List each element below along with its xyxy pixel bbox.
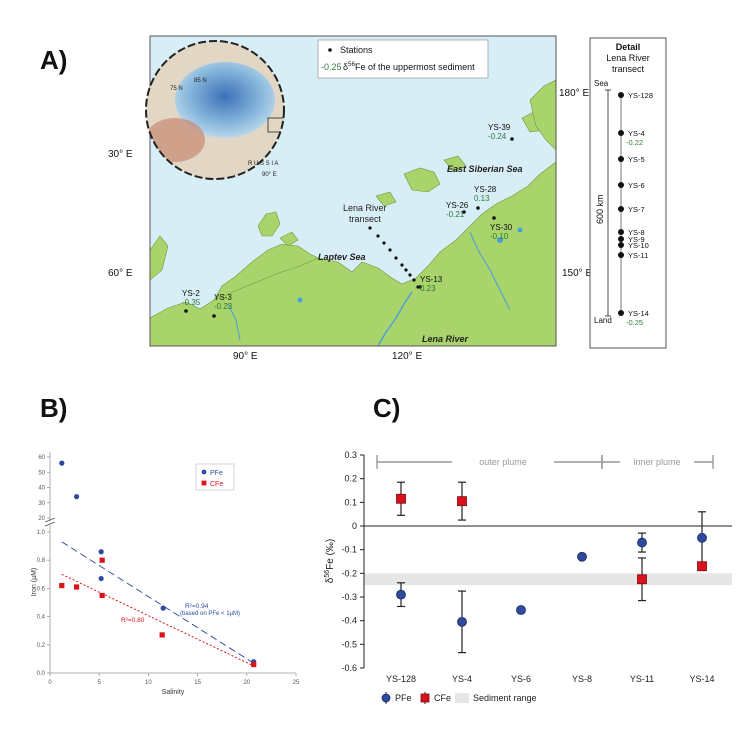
panel-a-label: A): [40, 45, 68, 75]
map-station-ys-30: YS-30-0.10: [490, 216, 513, 241]
transect-dot: [376, 234, 380, 238]
map-station-ys-2: YS-2-0.35: [182, 289, 201, 313]
station-name: YS-2: [182, 289, 200, 298]
map-station-ys-3: YS-3-0.23: [212, 293, 233, 318]
lon-label-60: 60° E: [108, 268, 133, 279]
station-value: -0.35: [182, 298, 201, 307]
lena-river: [377, 291, 413, 346]
transect-dot: [368, 226, 372, 230]
inset-russia: R U S S I A: [248, 161, 278, 167]
map-station-ys-39: YS-39-0.24: [488, 123, 514, 141]
station-name: YS-26: [446, 201, 469, 210]
transect-dot: [408, 273, 412, 277]
station-dot: [184, 309, 188, 313]
station-value: -0.24: [488, 132, 507, 141]
lake-3: [297, 297, 303, 303]
transect-dot: [388, 248, 392, 252]
panel-c-label: C): [373, 393, 401, 423]
transect-dot: [412, 278, 416, 282]
chukotka: [529, 79, 556, 151]
lon-label-150: 150° E: [562, 268, 592, 279]
station-dot: [476, 206, 480, 210]
lon-label-30: 30° E: [108, 149, 133, 160]
station-name: YS-28: [474, 185, 497, 194]
map-station-ys-26: YS-26-0.21: [446, 201, 469, 219]
station-dot: [492, 216, 496, 220]
island-small-2: [443, 155, 467, 173]
legend-stations-label: Stations: [340, 45, 373, 55]
map-station-ys-13: YS-130.23: [418, 275, 443, 293]
label-laptev-sea: Laptev Sea: [318, 252, 366, 262]
map-stations: YS-39-0.24YS-280.13YS-26-0.21YS-30-0.10Y…: [182, 123, 514, 318]
map-legend-box: [317, 39, 489, 79]
panel-b-label: B): [40, 393, 68, 423]
taimyr-peninsula: [213, 243, 319, 301]
station-dot: [510, 137, 514, 141]
station-name: YS-39: [488, 123, 511, 132]
label-east-siberian-sea: East Siberian Sea: [447, 164, 523, 174]
station-name: YS-3: [214, 293, 232, 302]
map-frame: [149, 35, 557, 347]
globe-arctic-ocean: [175, 62, 275, 138]
lon-label-90: 90° E: [233, 351, 258, 362]
severnaya-zemlya: [257, 211, 281, 237]
island-small-1: [279, 231, 299, 247]
island-small-3: [375, 191, 397, 207]
lon-label-180: 180° E: [559, 88, 589, 99]
inset-globe: 75 N 85 N R U S S I A 90° E: [145, 40, 285, 180]
label-lena-river: Lena River: [422, 334, 469, 344]
station-dot: [418, 285, 422, 289]
station-value: -0.10: [490, 232, 509, 241]
inset-lat-75: 75 N: [170, 86, 183, 92]
legend-station-dot: [328, 48, 332, 52]
station-dot: [212, 314, 216, 318]
lon-label-120: 120° E: [392, 351, 422, 362]
transect-dot: [382, 241, 386, 245]
novaya-zemlya: [150, 235, 169, 281]
transect-dot: [400, 263, 404, 267]
map-legend: Stations -0.25 δ56Fe of the uppermost se…: [317, 39, 489, 79]
river-west: [227, 303, 241, 341]
transect-label-line2: transect: [349, 214, 382, 224]
transect-dot: [394, 256, 398, 260]
map-station-ys-28: YS-280.13: [474, 185, 497, 210]
river-east: [469, 231, 511, 311]
legend-value-text: δ56Fe of the uppermost sediment: [343, 61, 475, 72]
station-name: YS-13: [420, 275, 443, 284]
inset-lat-85: 85 N: [194, 78, 207, 84]
globe-border: [145, 40, 285, 180]
station-value: -0.21: [446, 210, 465, 219]
station-value: -0.23: [214, 302, 233, 311]
transect-label-line1: Lena River: [343, 203, 387, 213]
new-siberian-islands: [403, 167, 441, 193]
legend-value-example: -0.25: [321, 62, 342, 72]
station-value: 0.23: [420, 284, 436, 293]
station-value: 0.13: [474, 194, 490, 203]
lake-1: [497, 237, 503, 243]
transect-dot: [404, 268, 408, 272]
lake-2: [517, 227, 523, 233]
inset-lon-90: 90° E: [262, 172, 277, 178]
station-name: YS-30: [490, 223, 513, 232]
station-dot: [462, 210, 466, 214]
